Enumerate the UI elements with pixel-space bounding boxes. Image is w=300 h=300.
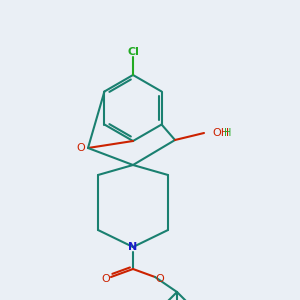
Text: N: N	[128, 242, 138, 252]
Text: O: O	[156, 274, 164, 284]
Text: O: O	[102, 274, 110, 284]
Text: Cl: Cl	[127, 47, 139, 57]
Text: OH: OH	[212, 128, 229, 138]
Text: H: H	[224, 128, 231, 138]
Text: O: O	[76, 143, 85, 153]
